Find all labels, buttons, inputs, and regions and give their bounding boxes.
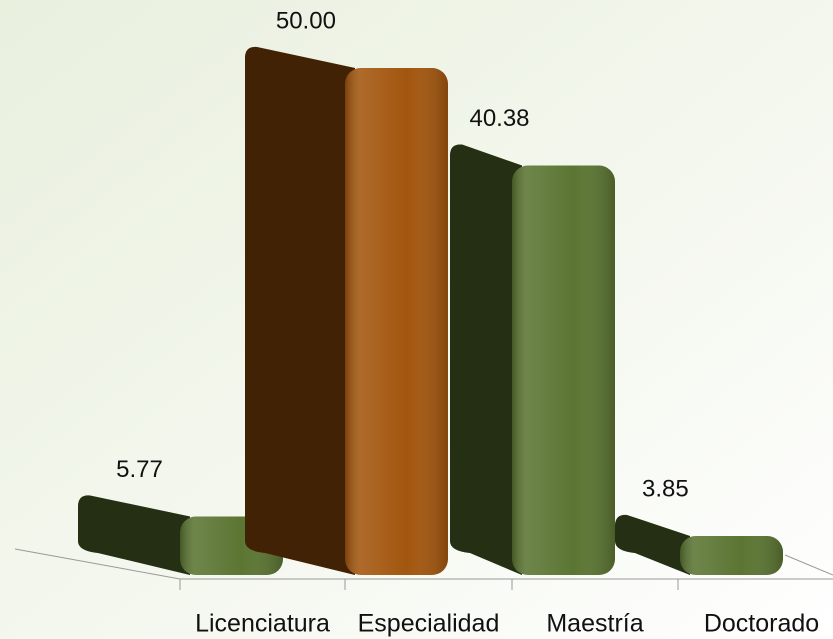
value-label: 5.77 [116,456,163,483]
x-tick-label: Doctorado [704,610,819,638]
bar-shine [680,535,783,575]
x-tick-label: Especialidad [358,610,500,638]
bar-side-shade [78,495,190,575]
floor [14,548,833,590]
value-label: 3.85 [642,475,689,502]
bar-shine [512,165,615,575]
bar-side-shade [245,46,355,575]
value-label: 50.00 [276,7,336,34]
x-tick-label: Maestría [546,610,643,638]
value-label: 40.38 [469,105,529,132]
bar-shine [345,68,448,575]
x-tick-label: Licenciatura [195,610,330,638]
bar-side-shade [450,144,522,575]
bar-side-shade [615,514,690,575]
